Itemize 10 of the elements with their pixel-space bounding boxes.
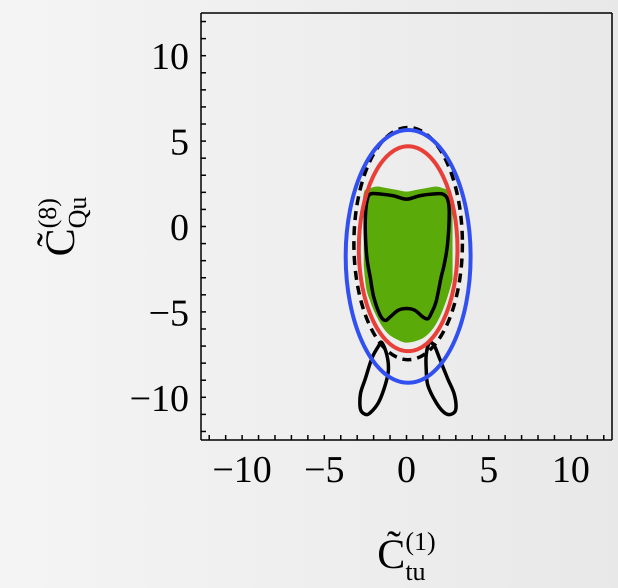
y-tick-label: 0: [170, 206, 189, 249]
x-tick-label: 10: [552, 448, 590, 491]
x-tick-label: −5: [304, 448, 345, 491]
y-tick-label: 5: [170, 122, 189, 164]
x-tick-label: −10: [212, 448, 272, 491]
y-tick-label: 10: [151, 36, 189, 78]
x-tick-label: 0: [397, 448, 416, 491]
y-tick-label: −5: [148, 292, 189, 334]
y-tick-label: −10: [130, 378, 189, 420]
x-tick-label: 5: [479, 448, 498, 491]
